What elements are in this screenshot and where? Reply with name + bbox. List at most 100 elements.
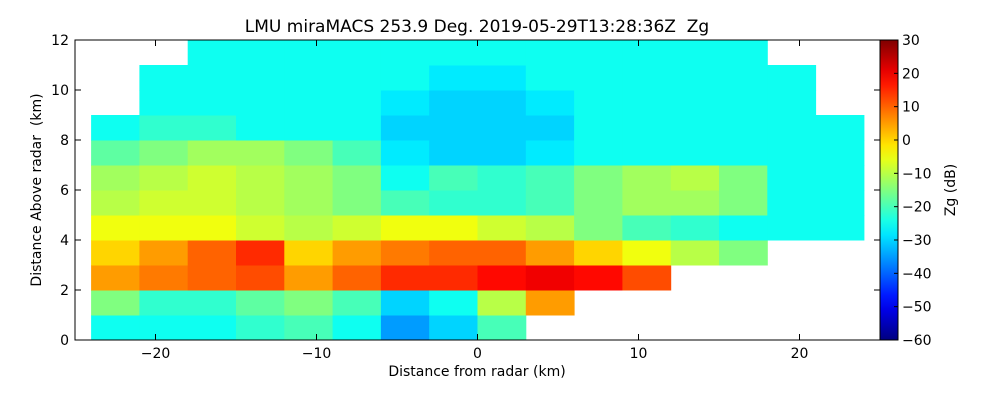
colorbar-tick-label: 0 bbox=[902, 133, 911, 149]
cell bbox=[815, 190, 865, 216]
y-tick-label: 8 bbox=[60, 133, 69, 149]
cell bbox=[380, 315, 430, 341]
cell bbox=[767, 90, 817, 116]
cell bbox=[670, 215, 720, 241]
chart-title: LMU miraMACS 253.9 Deg. 2019-05-29T13:28… bbox=[245, 17, 709, 37]
cell bbox=[380, 165, 430, 191]
cell bbox=[91, 115, 140, 141]
y-axis-label: Distance Above radar (km) bbox=[29, 93, 45, 286]
cell bbox=[477, 215, 527, 241]
cell bbox=[236, 165, 285, 191]
cell bbox=[525, 65, 575, 91]
cell bbox=[574, 140, 623, 166]
cell bbox=[477, 315, 527, 341]
cell bbox=[284, 190, 334, 216]
cell bbox=[429, 190, 478, 216]
cell bbox=[332, 65, 382, 91]
cell bbox=[477, 165, 527, 191]
cell bbox=[670, 240, 720, 266]
cell bbox=[187, 140, 237, 166]
cell bbox=[284, 315, 334, 341]
cell bbox=[380, 265, 430, 291]
cell bbox=[622, 240, 672, 266]
cell bbox=[622, 165, 672, 191]
cell bbox=[574, 115, 623, 141]
cell bbox=[670, 90, 720, 116]
cell bbox=[139, 140, 189, 166]
y-tick-label: 4 bbox=[60, 233, 69, 249]
cell bbox=[574, 90, 623, 116]
x-tick-label: 10 bbox=[630, 346, 648, 362]
cell bbox=[332, 290, 382, 316]
cell bbox=[429, 165, 478, 191]
cell bbox=[236, 190, 285, 216]
cell bbox=[91, 240, 140, 266]
y-tick-label: 6 bbox=[60, 183, 69, 199]
cell bbox=[284, 140, 334, 166]
cell bbox=[284, 215, 334, 241]
colorbar-tick-label: −40 bbox=[902, 266, 932, 282]
cell bbox=[525, 290, 575, 316]
cell bbox=[380, 90, 430, 116]
cell bbox=[139, 90, 189, 116]
cell bbox=[187, 40, 237, 66]
cell bbox=[477, 65, 527, 91]
y-tick-label: 0 bbox=[60, 333, 69, 349]
cell bbox=[139, 290, 189, 316]
cell bbox=[719, 90, 768, 116]
cell bbox=[380, 240, 430, 266]
cell bbox=[767, 190, 817, 216]
cell bbox=[429, 215, 478, 241]
cell bbox=[719, 240, 768, 266]
cell bbox=[380, 65, 430, 91]
cell bbox=[525, 165, 575, 191]
cell bbox=[429, 90, 478, 116]
cell bbox=[622, 90, 672, 116]
cell bbox=[429, 65, 478, 91]
cell bbox=[236, 265, 285, 291]
cell bbox=[429, 315, 478, 341]
cell bbox=[525, 190, 575, 216]
cell bbox=[525, 240, 575, 266]
cell bbox=[91, 165, 140, 191]
cell bbox=[284, 290, 334, 316]
cell bbox=[187, 115, 237, 141]
colorbar-label: Zg (dB) bbox=[943, 164, 959, 216]
cell bbox=[574, 165, 623, 191]
colorbar-tick-label: −30 bbox=[902, 233, 932, 249]
cell bbox=[429, 115, 478, 141]
cell bbox=[525, 40, 575, 66]
cell bbox=[622, 190, 672, 216]
cell bbox=[670, 40, 720, 66]
colorbar-tick-label: 30 bbox=[902, 33, 920, 49]
cell bbox=[236, 40, 285, 66]
cell bbox=[332, 165, 382, 191]
cell bbox=[477, 290, 527, 316]
x-tick-label: −10 bbox=[302, 346, 332, 362]
cell bbox=[525, 140, 575, 166]
cell bbox=[719, 190, 768, 216]
cell bbox=[719, 215, 768, 241]
cell bbox=[525, 90, 575, 116]
cell bbox=[187, 90, 237, 116]
cell bbox=[91, 315, 140, 341]
cell bbox=[670, 190, 720, 216]
cell bbox=[815, 215, 865, 241]
cell bbox=[767, 65, 817, 91]
colorbar-tick-label: −60 bbox=[902, 333, 932, 349]
colorbar-tick-label: −50 bbox=[902, 300, 932, 316]
cell bbox=[815, 140, 865, 166]
cell bbox=[622, 40, 672, 66]
cell bbox=[477, 90, 527, 116]
cell bbox=[622, 115, 672, 141]
cell bbox=[187, 165, 237, 191]
cell bbox=[719, 140, 768, 166]
cell bbox=[767, 215, 817, 241]
colorbar-tick-label: 10 bbox=[902, 100, 920, 116]
cell bbox=[767, 165, 817, 191]
cell bbox=[429, 290, 478, 316]
cell bbox=[187, 240, 237, 266]
cell bbox=[332, 265, 382, 291]
cell bbox=[429, 140, 478, 166]
